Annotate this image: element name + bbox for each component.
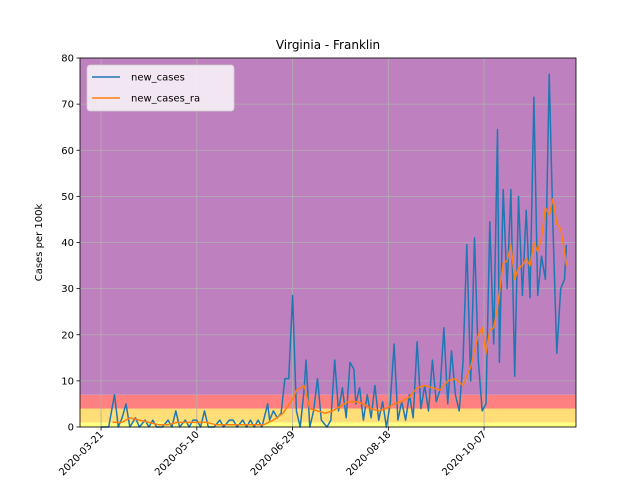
y-tick-label: 70 bbox=[61, 100, 74, 111]
legend-label-new-cases-ra: new_cases_ra bbox=[131, 94, 200, 105]
chart-title: Virginia - Franklin bbox=[276, 38, 380, 52]
y-tick-label: 0 bbox=[68, 423, 74, 434]
y-tick-label: 20 bbox=[61, 330, 74, 341]
severity-band-2 bbox=[80, 394, 576, 409]
x-axis-ticks: 2020-03-21 2020-05-10 2020-06-29 2020-08-18… bbox=[57, 427, 489, 478]
series-line-new-cases-ra bbox=[112, 197, 568, 426]
y-tick-label: 30 bbox=[61, 284, 74, 295]
x-tick-label: 2020-03-21 bbox=[57, 429, 106, 478]
series-line-new-cases bbox=[101, 73, 568, 428]
y-tick-label: 60 bbox=[61, 146, 74, 157]
y-axis-label: Cases per 100k bbox=[34, 204, 45, 282]
x-tick-label: 2020-10-07 bbox=[440, 429, 489, 478]
y-tick-label: 40 bbox=[61, 238, 74, 249]
legend-label-new-cases: new_cases bbox=[131, 73, 185, 84]
y-axis-ticks: 0 10 20 30 40 50 60 70 80 bbox=[61, 54, 80, 434]
severity-band-1 bbox=[80, 408, 576, 423]
y-tick-label: 50 bbox=[61, 192, 74, 203]
x-tick-label: 2020-05-10 bbox=[153, 429, 202, 478]
series-layer bbox=[101, 73, 568, 428]
legend-box bbox=[86, 64, 235, 112]
y-tick-label: 10 bbox=[61, 376, 74, 387]
x-tick-label: 2020-08-18 bbox=[345, 429, 394, 478]
x-tick-label: 2020-06-29 bbox=[249, 429, 298, 478]
legend: new_cases new_cases_ra bbox=[86, 64, 235, 112]
y-tick-label: 80 bbox=[61, 54, 74, 65]
